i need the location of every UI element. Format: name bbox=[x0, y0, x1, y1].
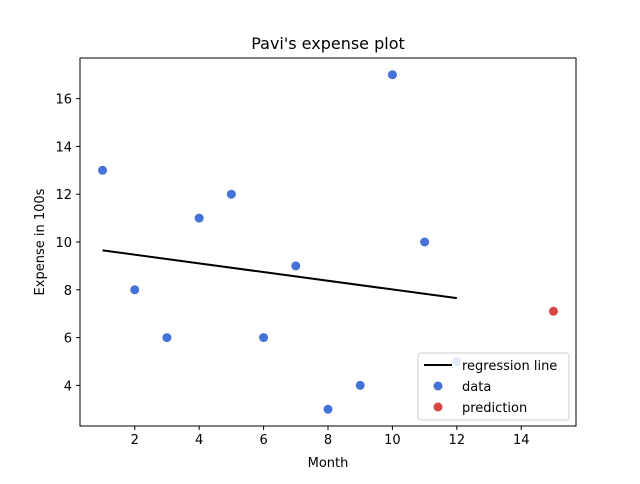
legend-prediction-label: prediction bbox=[462, 401, 527, 416]
y-tick-label: 16 bbox=[55, 93, 72, 108]
y-tick-label: 12 bbox=[55, 188, 72, 203]
data-point bbox=[387, 70, 397, 80]
x-tick-label: 6 bbox=[259, 433, 267, 448]
x-tick-label: 4 bbox=[195, 433, 203, 448]
y-tick-label: 14 bbox=[55, 140, 72, 155]
x-tick-label: 10 bbox=[384, 433, 401, 448]
y-tick-label: 4 bbox=[64, 379, 72, 394]
data-point bbox=[259, 333, 269, 343]
regression-line bbox=[102, 249, 457, 300]
legend-data-marker bbox=[433, 381, 443, 391]
chart-title: Pavi's expense plot bbox=[251, 34, 405, 53]
data-point bbox=[323, 404, 333, 414]
y-tick-label: 8 bbox=[64, 284, 72, 299]
data-point bbox=[130, 285, 140, 295]
x-tick-label: 12 bbox=[449, 433, 466, 448]
x-axis-label: Month bbox=[308, 456, 349, 471]
x-tick-label: 14 bbox=[513, 433, 530, 448]
y-tick-label: 10 bbox=[55, 236, 72, 251]
data-point bbox=[162, 333, 172, 343]
data-point bbox=[420, 237, 430, 247]
x-axis: 2 4 6 8 10 12 14 bbox=[131, 426, 530, 448]
prediction-point bbox=[548, 306, 558, 316]
data-point bbox=[98, 165, 108, 175]
data-point bbox=[226, 189, 236, 199]
y-axis-label: Expense in 100s bbox=[33, 188, 48, 295]
x-tick-label: 8 bbox=[324, 433, 332, 448]
y-tick-label: 6 bbox=[64, 332, 72, 347]
legend: regression line data prediction bbox=[417, 352, 570, 421]
data-point bbox=[355, 380, 365, 390]
y-axis: 4 6 8 10 12 14 16 bbox=[55, 93, 80, 394]
legend-prediction-marker bbox=[433, 402, 443, 412]
legend-data-label: data bbox=[462, 380, 491, 395]
x-tick-label: 2 bbox=[131, 433, 139, 448]
data-point bbox=[194, 213, 204, 223]
data-point bbox=[291, 261, 301, 271]
legend-box bbox=[417, 352, 570, 421]
legend-regression-line-label: regression line bbox=[462, 359, 557, 374]
